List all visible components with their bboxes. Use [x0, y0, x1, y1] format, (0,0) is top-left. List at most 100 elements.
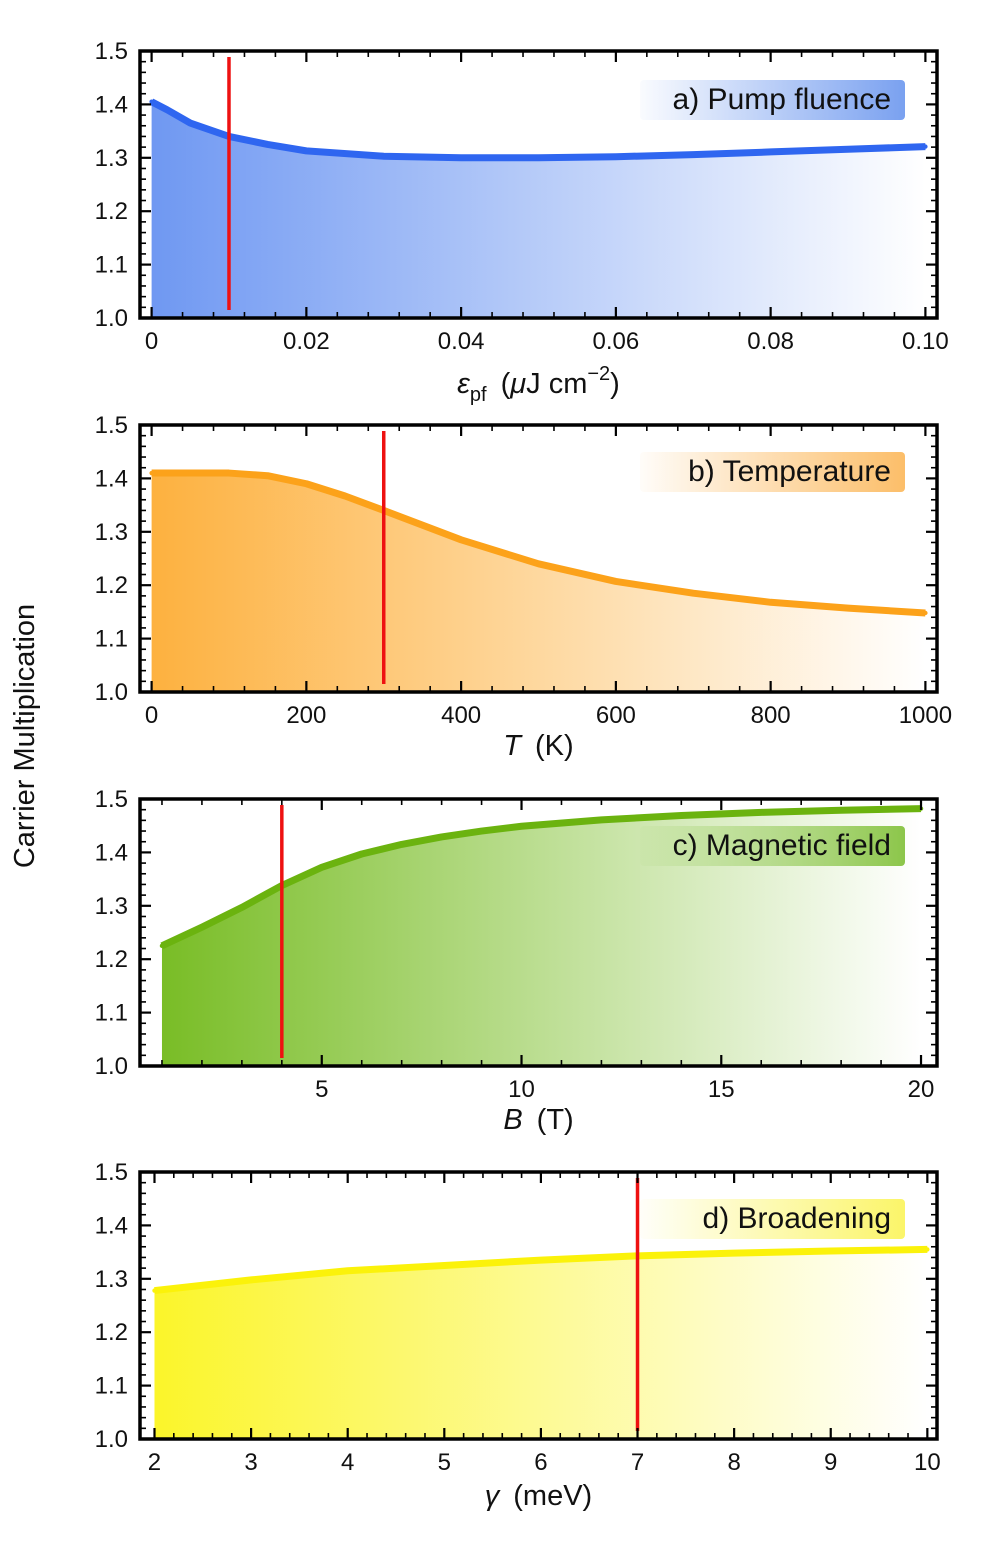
- x-tick-label: 1000: [899, 702, 952, 729]
- data-point: [538, 1257, 544, 1263]
- x-tick-label: 5: [315, 1076, 328, 1103]
- data-point: [691, 591, 696, 596]
- x-tick-label: 6: [534, 1449, 547, 1476]
- x-tick-label: 15: [708, 1076, 735, 1103]
- data-point: [479, 828, 484, 834]
- y-tick-label: 1.1: [95, 626, 128, 653]
- y-tick-label: 1.2: [95, 1319, 128, 1346]
- x-tick-label: 600: [596, 702, 636, 729]
- x-tick-label: 0.08: [747, 328, 794, 355]
- x-tick-label: 7: [631, 1449, 644, 1476]
- data-point: [265, 142, 270, 147]
- data-point: [159, 943, 165, 949]
- data-point: [458, 537, 464, 543]
- y-tick-label: 1.2: [95, 198, 128, 225]
- data-point: [399, 842, 404, 847]
- data-point: [304, 148, 309, 154]
- x-tick-label: 0: [145, 702, 158, 729]
- y-tick-label: 1.4: [95, 839, 128, 866]
- y-tick-label: 1.4: [95, 91, 128, 118]
- data-point: [439, 834, 444, 840]
- y-tick-label: 1.3: [95, 1266, 128, 1293]
- x-tick-label: 200: [286, 702, 326, 729]
- x-axis-label: εpf (μJ cm−2): [457, 363, 620, 406]
- y-tick-label: 1.3: [95, 519, 128, 546]
- data-point: [759, 810, 764, 815]
- y-tick-label: 1.3: [95, 145, 128, 172]
- data-point: [149, 470, 154, 476]
- y-tick-label: 1.2: [95, 946, 128, 973]
- area-fill: [154, 1249, 928, 1439]
- data-point: [265, 473, 270, 478]
- data-point: [925, 1247, 930, 1252]
- series-line: [151, 469, 926, 617]
- data-point: [519, 824, 524, 829]
- data-point: [188, 470, 193, 476]
- data-point: [149, 99, 154, 104]
- panel-label: a) Pump fluence: [673, 83, 891, 116]
- y-tick-label: 1.4: [95, 1212, 128, 1239]
- y-tick-label: 1.0: [95, 1053, 128, 1080]
- panel-a: a) Pump fluence 1.0 1.1 1.2 1.3 1.4 1.5 0 0.02 0.…: [95, 38, 949, 406]
- global-y-axis-label: Carrier Multiplication: [9, 604, 41, 868]
- data-point: [442, 1263, 447, 1268]
- data-point: [342, 493, 348, 499]
- x-tick-label: 0: [145, 328, 158, 355]
- x-tick-label: 8: [727, 1449, 740, 1476]
- area-fill: [151, 101, 926, 318]
- x-tick-label: 0.10: [902, 328, 949, 355]
- x-tick-label: 4: [341, 1449, 354, 1476]
- x-axis-label: B (T): [503, 1104, 573, 1136]
- data-point: [838, 808, 844, 813]
- area-fill: [161, 808, 922, 1066]
- data-point: [768, 149, 773, 155]
- x-tick-label: 3: [244, 1449, 257, 1476]
- data-point: [164, 107, 170, 112]
- y-tick-label: 1.0: [95, 305, 128, 332]
- legend-box: [640, 452, 905, 492]
- panel-d: d) Broadening 1.0 1.1 1.2 1.3 1.4 1.5 2 3 4 5 6 7 8 9 1…: [95, 1159, 941, 1512]
- panel-b: b) Temperature 1.0 1.1 1.2 1.3 1.4 1.5 0 200 400 6…: [95, 412, 952, 762]
- data-point: [536, 561, 541, 567]
- x-tick-label: 0.06: [593, 328, 640, 355]
- x-tick-label: 9: [824, 1449, 837, 1476]
- data-point: [845, 605, 851, 611]
- data-point: [381, 154, 386, 159]
- panel-c: c) Magnetic field 1.0 1.1 1.2 1.3 1.4 1.5 5 10 15…: [95, 786, 939, 1136]
- axes-frame: [138, 797, 939, 1068]
- data-point: [199, 924, 205, 930]
- series-line: [150, 98, 926, 162]
- y-tick-label: 1.5: [95, 786, 128, 813]
- x-tick-label: 5: [438, 1449, 451, 1476]
- data-point: [731, 1250, 737, 1256]
- data-point: [248, 1277, 254, 1283]
- y-tick-label: 1.2: [95, 572, 128, 599]
- data-point: [152, 1288, 157, 1293]
- x-tick-label: 2: [148, 1449, 161, 1476]
- x-axis-label: γ (meV): [485, 1480, 592, 1512]
- axes-frame: [138, 1170, 939, 1441]
- axes-frame: [138, 423, 939, 694]
- y-tick-label: 1.5: [95, 412, 128, 439]
- x-tick-label: 10: [508, 1076, 535, 1103]
- panel-label: d) Broadening: [703, 1202, 891, 1235]
- data-point: [679, 813, 684, 818]
- data-point: [845, 147, 851, 152]
- data-point: [304, 481, 309, 486]
- data-point: [768, 600, 773, 605]
- axes-frame: [138, 49, 939, 320]
- legend-box: [640, 1199, 905, 1239]
- data-point: [226, 470, 232, 476]
- data-point: [458, 155, 464, 160]
- panel-label: b) Temperature: [688, 455, 891, 488]
- x-tick-label: 400: [441, 702, 481, 729]
- data-point: [691, 152, 696, 157]
- data-point: [599, 817, 604, 823]
- data-point: [613, 579, 619, 584]
- data-point: [188, 120, 193, 126]
- x-tick-label: 0.04: [438, 328, 485, 355]
- y-tick-label: 1.1: [95, 1373, 128, 1400]
- x-axis-label: T (K): [503, 730, 573, 762]
- y-tick-label: 1.0: [95, 679, 128, 706]
